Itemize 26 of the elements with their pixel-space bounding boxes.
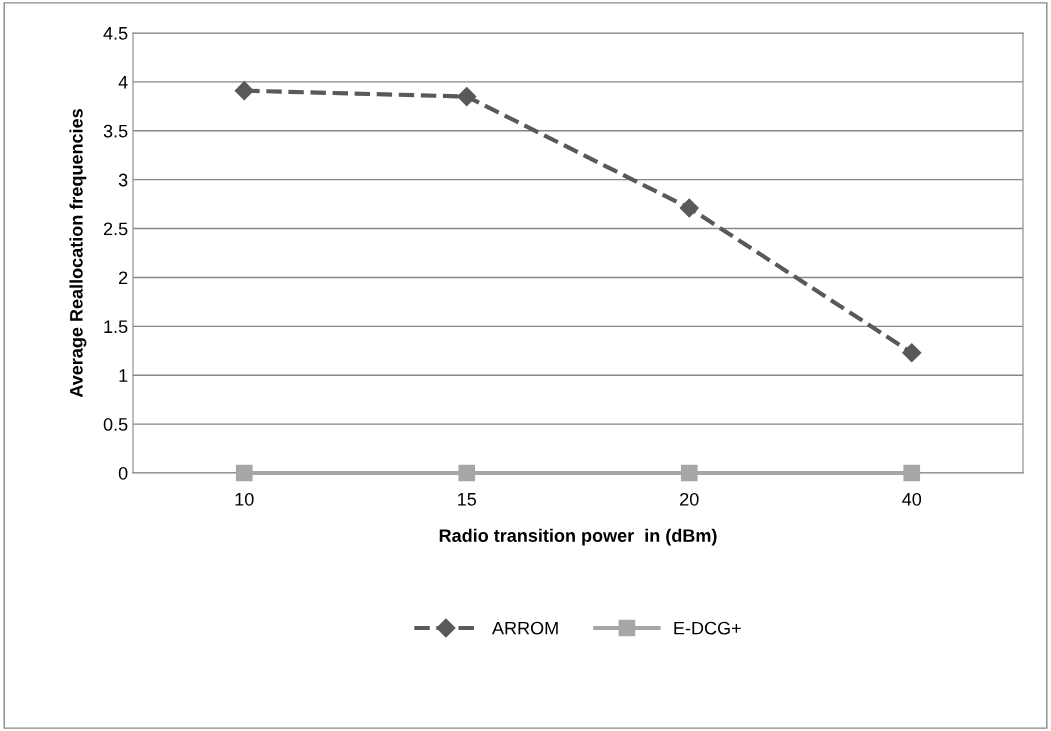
point <box>680 464 698 482</box>
point <box>235 464 253 482</box>
y-axis-title: Average Reallocation frequencies <box>69 109 87 398</box>
x-tick-label: 40 <box>902 492 922 506</box>
x-tick-label: 20 <box>680 492 699 506</box>
x-axis-title: Radio transition power in (dBm) <box>439 528 717 546</box>
y-tick-label: 0 <box>118 466 128 480</box>
x-tick-label: 10 <box>235 492 254 506</box>
point <box>457 87 477 107</box>
y-tick-label: 4 <box>118 76 128 89</box>
point <box>903 464 921 482</box>
x-tick-label: 15 <box>458 493 477 506</box>
point <box>234 81 254 101</box>
y-tick-label: 0.5 <box>103 418 128 431</box>
point <box>902 343 922 363</box>
legend-label: E-DCG+ <box>674 621 741 635</box>
y-tick-label: 4.5 <box>103 27 128 40</box>
y-tick-label: 3 <box>118 173 128 187</box>
y-tick-label: 2.5 <box>103 222 128 236</box>
point <box>458 464 476 482</box>
y-tick-label: 1 <box>119 369 128 382</box>
legend-label: ARROM <box>492 621 558 635</box>
y-tick-label: 1.5 <box>104 320 128 334</box>
y-tick-label: 3.5 <box>103 124 128 138</box>
point <box>679 198 699 218</box>
y-tick-label: 2 <box>119 271 128 284</box>
